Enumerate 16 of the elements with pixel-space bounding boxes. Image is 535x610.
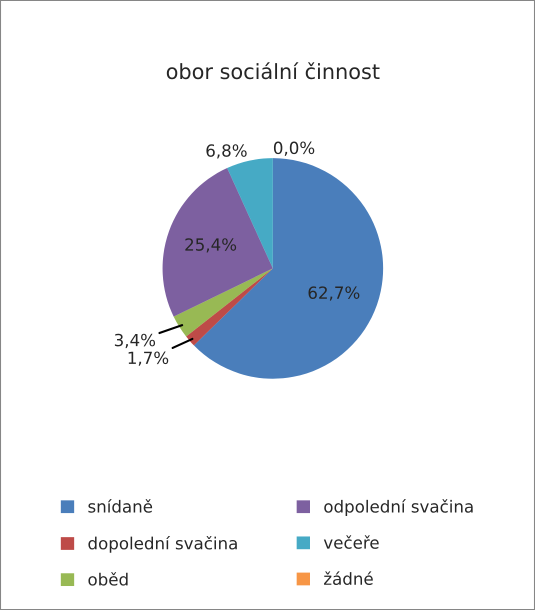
- legend-label: večeře: [324, 535, 379, 549]
- pie-slice: [186, 268, 273, 346]
- legend-label: snídaně: [88, 499, 152, 513]
- chart-title: obor sociální činnost: [166, 62, 380, 80]
- legend-label: odpolední svačina: [324, 499, 473, 516]
- pie-slice: [162, 168, 273, 317]
- legend-label: žádné: [324, 571, 373, 586]
- pie-slice: [174, 268, 273, 337]
- data-label: 62,7%: [308, 286, 360, 301]
- text: 0,0%: [274, 142, 314, 156]
- data-label: 3,4%: [114, 334, 156, 348]
- data-label: 6,8%: [206, 144, 247, 159]
- legend-label: dopolední svačina: [88, 536, 237, 553]
- legend-label: oběd: [88, 572, 128, 586]
- data-label: 25,4%: [185, 238, 236, 253]
- data-label: 1,7%: [128, 351, 168, 366]
